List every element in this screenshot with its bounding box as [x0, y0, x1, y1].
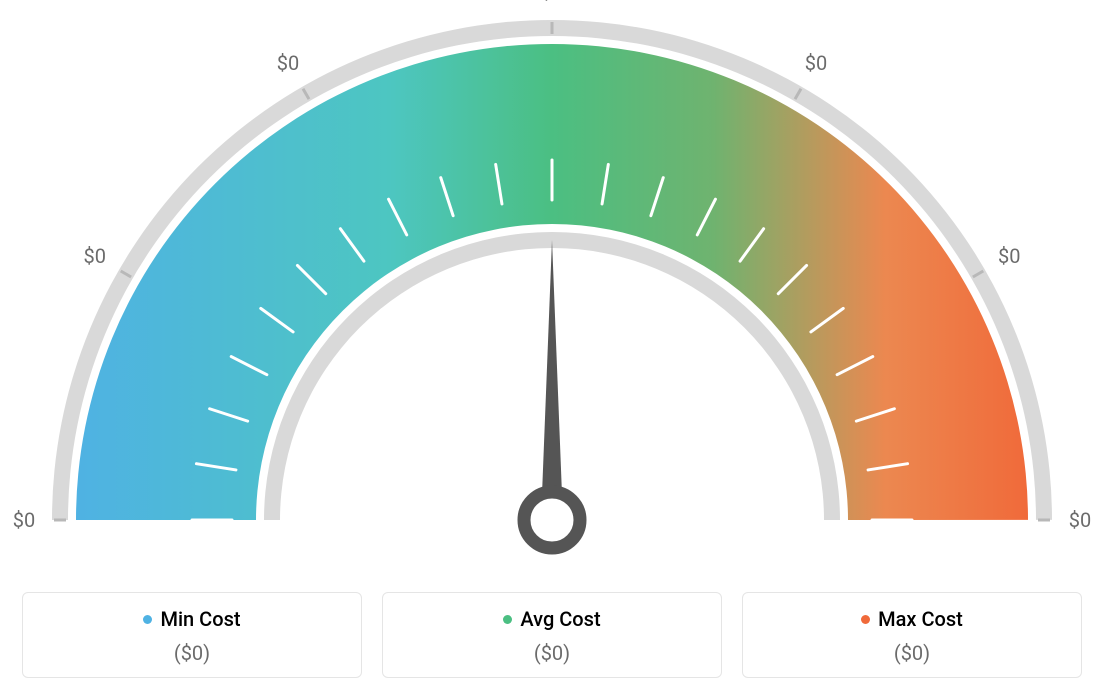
gauge-tick-label: $0	[277, 51, 299, 75]
legend-dot-avg	[503, 615, 512, 624]
gauge-tick-label: $0	[805, 51, 827, 75]
legend-item-avg: Avg Cost ($0)	[382, 592, 722, 678]
legend-text-avg: Avg Cost	[520, 607, 600, 631]
legend-text-max: Max Cost	[878, 607, 963, 631]
legend-item-min: Min Cost ($0)	[22, 592, 362, 678]
gauge-chart	[22, 10, 1082, 560]
gauge-tick-label: $0	[13, 508, 35, 532]
legend-item-max: Max Cost ($0)	[742, 592, 1082, 678]
legend-dot-min	[143, 615, 152, 624]
legend: Min Cost ($0) Avg Cost ($0) Max Cost ($0…	[22, 592, 1082, 678]
legend-value-max: ($0)	[763, 641, 1061, 665]
cost-gauge-container: $0 $0 $0 $0 $0 $0 $0 Min Cost ($0) Avg Cost ($…	[0, 0, 1104, 690]
legend-dot-max	[861, 615, 870, 624]
gauge-tick-label: $0	[541, 0, 563, 4]
gauge-area: $0 $0 $0 $0 $0 $0 $0	[0, 0, 1104, 560]
legend-label-max: Max Cost	[861, 607, 963, 631]
legend-text-min: Min Cost	[160, 607, 240, 631]
gauge-tick-label: $0	[83, 244, 105, 268]
gauge-tick-label: $0	[998, 244, 1020, 268]
legend-value-avg: ($0)	[403, 641, 701, 665]
gauge-tick-label: $0	[1069, 508, 1091, 532]
legend-label-min: Min Cost	[143, 607, 240, 631]
legend-value-min: ($0)	[43, 641, 341, 665]
legend-label-avg: Avg Cost	[503, 607, 600, 631]
